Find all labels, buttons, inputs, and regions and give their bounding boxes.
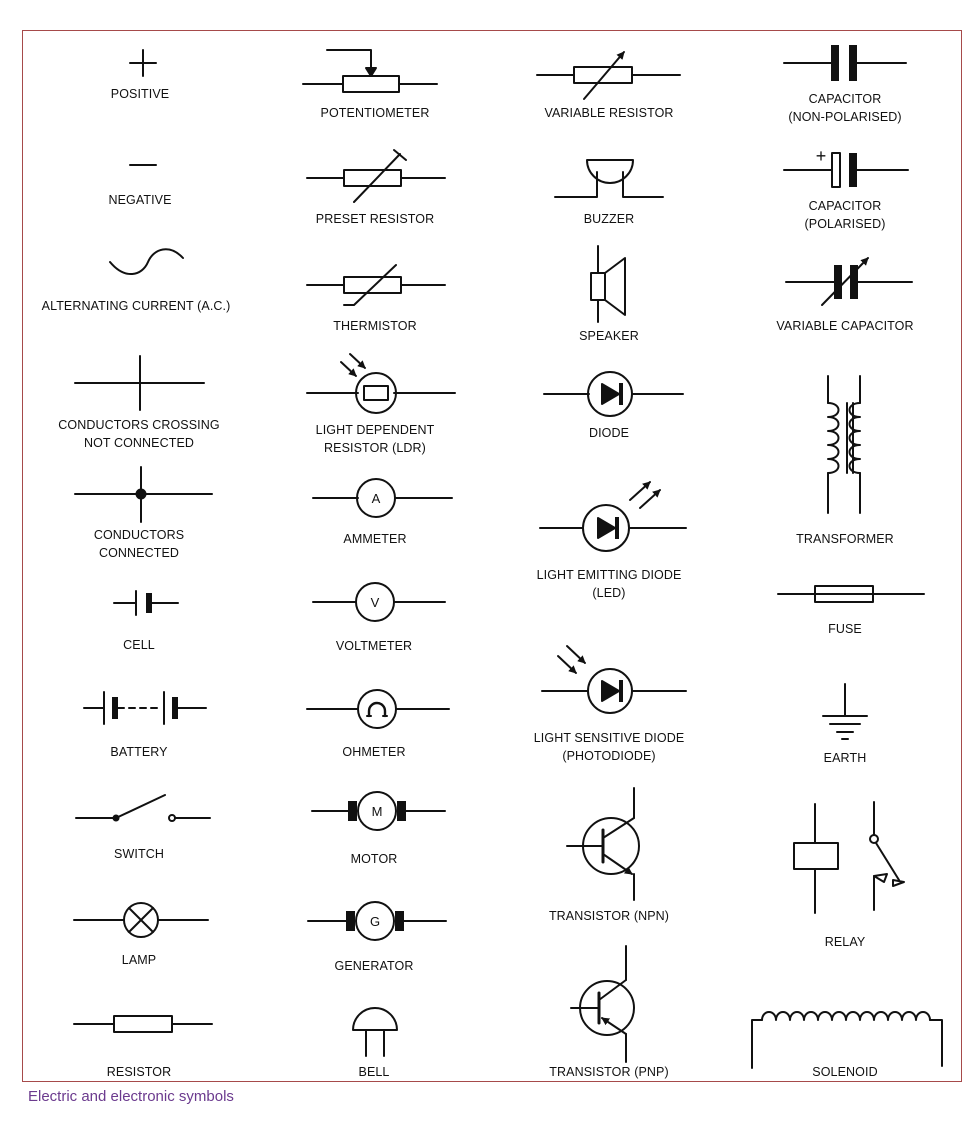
pnp-transistor-symbol <box>570 945 635 1063</box>
motor-symbol: M <box>311 791 446 831</box>
label-ammeter: AMMETER <box>343 532 407 546</box>
diode-symbol <box>543 371 684 417</box>
label-motor: MOTOR <box>350 852 398 866</box>
variable-resistor-symbol <box>536 51 681 100</box>
label-preset-resistor: PRESET RESISTOR <box>315 212 435 226</box>
lamp-symbol <box>73 902 209 938</box>
diagram-frame <box>22 30 962 1082</box>
label-conductors-crossing: CONDUCTORS CROSSING NOT CONNECTED <box>58 418 220 450</box>
voltmeter-letter: V <box>371 595 380 610</box>
label-potentiometer: POTENTIOMETER <box>320 106 430 120</box>
capacitor-polarised-symbol: + <box>783 146 909 188</box>
conductors-crossing-symbol <box>74 355 205 411</box>
variable-capacitor-symbol <box>785 257 913 306</box>
label-led: LIGHT EMITTING DIODE (LED) <box>536 568 682 600</box>
label-capacitor-polarised: CAPACITOR (POLARISED) <box>804 199 886 231</box>
label-earth: EARTH <box>823 751 867 765</box>
ammeter-letter: A <box>372 491 381 506</box>
generator-symbol: G <box>307 901 447 941</box>
speaker-symbol <box>590 245 626 323</box>
label-generator: GENERATOR <box>334 959 414 973</box>
fuse-symbol <box>777 585 925 603</box>
potentiometer-symbol <box>302 49 438 93</box>
label-npn-transistor: TRANSISTOR (NPN) <box>548 909 670 923</box>
cell-symbol <box>113 590 179 616</box>
thermistor-symbol <box>306 264 446 306</box>
motor-letter: M <box>372 804 383 819</box>
generator-letter: G <box>370 914 380 929</box>
label-bell: BELL <box>358 1065 390 1079</box>
label-switch: SWITCH <box>114 847 164 861</box>
label-transformer: TRANSFORMER <box>796 532 894 546</box>
buzzer-symbol <box>554 159 664 198</box>
label-positive: POSITIVE <box>110 87 170 101</box>
label-ldr: LIGHT DEPENDENT RESISTOR (LDR) <box>315 423 435 455</box>
label-ohmeter: OHMETER <box>342 745 406 759</box>
label-pnp-transistor: TRANSISTOR (PNP) <box>549 1065 669 1079</box>
ohmeter-symbol <box>306 689 450 729</box>
ac-symbol <box>109 248 184 275</box>
capacitor-nonpolarised-symbol <box>783 45 907 81</box>
led-symbol <box>539 481 687 552</box>
solenoid-symbol <box>751 1011 943 1069</box>
relay-symbol <box>793 801 905 914</box>
plus-sign: + <box>816 146 827 166</box>
preset-resistor-symbol <box>306 149 446 203</box>
ammeter-symbol: A <box>312 478 453 518</box>
label-conductors-connected: CONDUCTORS CONNECTED <box>93 528 185 560</box>
label-variable-capacitor: VARIABLE CAPACITOR <box>776 319 914 333</box>
battery-symbol <box>83 691 207 725</box>
label-thermistor: THERMISTOR <box>333 319 417 333</box>
label-relay: RELAY <box>824 935 866 949</box>
photodiode-symbol <box>541 645 687 714</box>
label-speaker: SPEAKER <box>579 329 639 343</box>
label-ac: ALTERNATING CURRENT (A.C.) <box>41 299 231 313</box>
label-photodiode: LIGHT SENSITIVE DIODE (PHOTODIODE) <box>533 731 685 763</box>
label-resistor: RESISTOR <box>106 1065 172 1079</box>
switch-symbol <box>75 794 211 822</box>
positive-symbol <box>129 49 157 77</box>
resistor-symbol <box>73 1015 213 1033</box>
label-buzzer: BUZZER <box>583 212 635 226</box>
voltmeter-symbol: V <box>312 582 446 622</box>
figure-caption: Electric and electronic symbols <box>28 1088 234 1105</box>
label-solenoid: SOLENOID <box>812 1065 878 1079</box>
npn-transistor-symbol <box>566 787 640 901</box>
conductors-connected-symbol <box>74 466 213 523</box>
label-diode: DIODE <box>588 426 630 440</box>
label-variable-resistor: VARIABLE RESISTOR <box>544 106 674 120</box>
earth-symbol <box>822 683 868 740</box>
transformer-symbol <box>827 375 861 514</box>
label-capacitor-nonpolarised: CAPACITOR (NON-POLARISED) <box>788 92 902 124</box>
bell-symbol <box>352 1007 398 1057</box>
label-battery: BATTERY <box>110 745 168 759</box>
label-cell: CELL <box>123 638 155 652</box>
label-fuse: FUSE <box>828 622 862 636</box>
label-voltmeter: VOLTMETER <box>335 639 413 653</box>
ldr-symbol <box>306 353 456 414</box>
label-negative: NEGATIVE <box>108 193 172 207</box>
label-lamp: LAMP <box>121 953 157 967</box>
